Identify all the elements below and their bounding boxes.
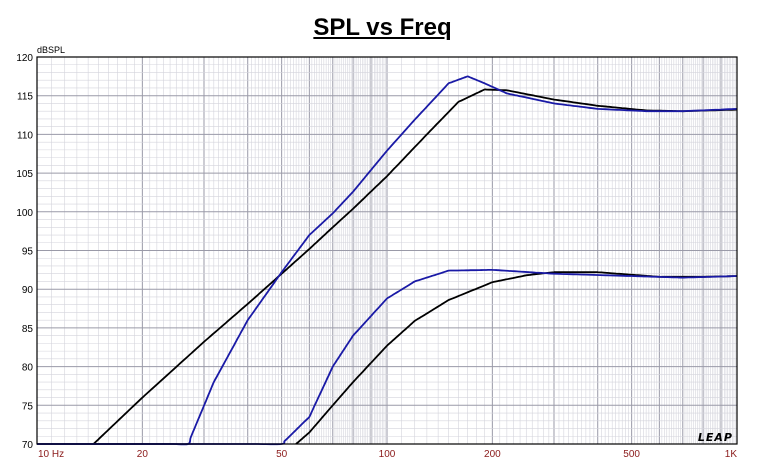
series-layer: [37, 75, 738, 446]
y-tick-label: 80: [22, 363, 34, 374]
x-tick-label: 1K: [725, 449, 738, 460]
grid-lines: [37, 57, 737, 444]
y-tick-label: 75: [22, 401, 34, 412]
x-tick-label: 20: [137, 449, 149, 460]
x-tick-label: 10 Hz: [38, 449, 64, 460]
tick-labels: 70 75 80 85 90 95 100 105 110 115 120 10 Hz 20 50 100 2…: [16, 53, 737, 460]
y-tick-label: 120: [16, 53, 33, 64]
y-tick-label: 115: [17, 92, 33, 103]
leap-logo: LEAP: [698, 431, 733, 444]
y-tick-label: 70: [22, 440, 34, 451]
y-tick-label: 110: [17, 130, 33, 141]
x-tick-label: 100: [379, 449, 396, 460]
y-tick-label: 95: [22, 247, 34, 258]
x-tick-label: 200: [484, 449, 501, 460]
plot-frame: [36, 56, 738, 445]
series-line-1: [92, 88, 738, 445]
chart-title: SPL vs Freq: [313, 14, 452, 41]
y-tick-label: 85: [22, 324, 34, 335]
y-tick-label: 90: [22, 285, 34, 296]
x-tick-label: 500: [623, 449, 640, 460]
y-axis-label: dBSPL: [37, 45, 65, 55]
series-line-2: [37, 75, 738, 446]
y-tick-label: 100: [16, 208, 33, 219]
series-line-4: [37, 268, 738, 446]
x-tick-label: 50: [276, 449, 288, 460]
y-tick-label: 105: [16, 169, 33, 180]
